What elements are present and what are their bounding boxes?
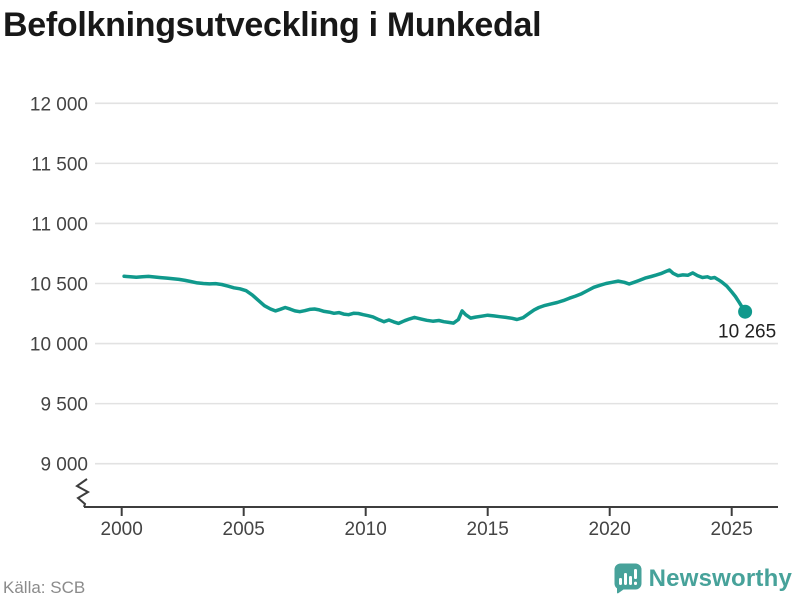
y-tick-label: 11 000	[31, 214, 88, 235]
y-tick-label: 10 500	[30, 275, 88, 296]
x-tick-label: 2005	[223, 519, 265, 540]
data-line	[122, 268, 747, 326]
x-tick-label: 2020	[589, 519, 631, 540]
y-tick-label: 11 500	[31, 154, 88, 175]
source-label: Källa: SCB	[3, 578, 86, 597]
newsworthy-logo: Newsworthy	[614, 563, 792, 594]
y-tick-label: 12 000	[30, 94, 88, 115]
y-tick-label: 10 000	[30, 335, 88, 356]
newsworthy-wordmark: Newsworthy	[648, 564, 792, 592]
x-tick-label: 2010	[345, 519, 387, 540]
x-tick-label: 2015	[467, 519, 509, 540]
y-tick-label: 9 500	[40, 395, 88, 416]
end-point-dot	[738, 304, 753, 319]
end-value-label: 10 265	[718, 322, 776, 343]
x-tick-label: 2025	[711, 519, 753, 540]
newsworthy-icon	[614, 563, 642, 594]
axis-break-icon	[75, 478, 91, 508]
chart-title: Befolkningsutveckling i Munkedal	[3, 6, 542, 44]
x-tick-label: 2000	[101, 519, 143, 540]
y-tick-label: 9 000	[40, 455, 88, 476]
